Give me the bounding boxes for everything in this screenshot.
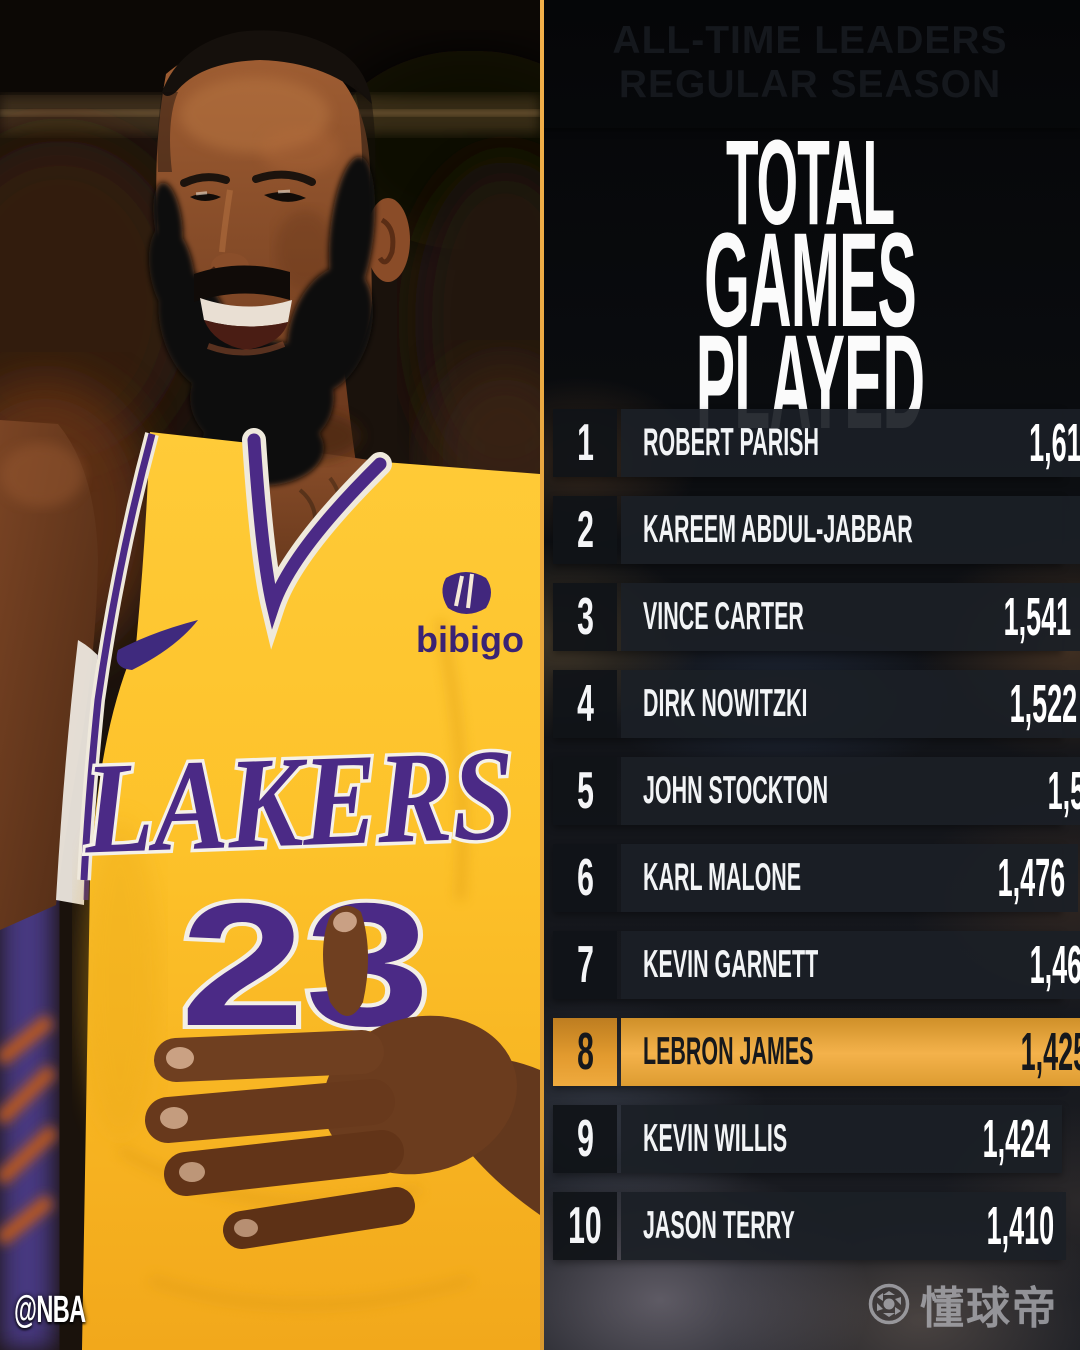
player-hand — [145, 905, 540, 1249]
table-row: 5 JOHN STOCKTON 1,504 — [553, 757, 1080, 825]
games-played-value: 1,424 — [982, 1109, 1050, 1169]
ear — [366, 198, 410, 282]
games-played-value: 1,476 — [998, 848, 1066, 908]
table-row: 3 VINCE CARTER 1,541 — [553, 583, 1080, 651]
player-name: LEBRON JAMES — [643, 1030, 814, 1073]
player-name: VINCE CARTER — [643, 595, 804, 638]
nba-watermark: @NBA — [14, 1289, 86, 1331]
games-played-value: 1,504 — [1047, 761, 1080, 821]
panel-header: ALL-TIME LEADERS REGULAR SEASON — [540, 0, 1080, 128]
table-row: 6 KARL MALONE 1,476 — [553, 844, 1078, 912]
games-played-value: 1,410 — [986, 1196, 1055, 1256]
games-played-value: 1,541 — [1003, 587, 1071, 647]
player-photo: bibigo LAKERS 23 @NBA — [0, 0, 540, 1350]
leaderboard-panel: ALL-TIME LEADERS REGULAR SEASON TOTAL GA… — [540, 0, 1080, 1350]
games-played-value: 1,462 — [1029, 935, 1080, 995]
games-played-value: 1,611 — [1029, 413, 1080, 473]
rank-cell: 5 — [553, 757, 617, 825]
title-line-1: TOTAL — [725, 114, 895, 250]
table-row: 1 ROBERT PARISH 1,611 — [553, 409, 1080, 477]
lebron-james-photo-illustration: bibigo LAKERS 23 — [0, 0, 540, 1350]
player-name: JOHN STOCKTON — [643, 769, 829, 812]
eye-left — [190, 193, 221, 201]
player-name: KEVIN GARNETT — [643, 943, 819, 986]
rank-cell: 10 — [553, 1192, 617, 1260]
dongqiudi-logo-icon — [868, 1283, 910, 1325]
lakers-wordmark: LAKERS — [81, 723, 517, 882]
mouth — [204, 320, 288, 350]
table-row-highlighted-lebron: 8 LEBRON JAMES 1,425 — [553, 1018, 1080, 1086]
rank-cell: 4 — [553, 670, 617, 738]
player-name: ROBERT PARISH — [643, 421, 819, 464]
player-name: JASON TERRY — [643, 1204, 795, 1247]
eye-right — [264, 192, 306, 202]
header-line-1: ALL-TIME LEADERS — [612, 19, 1008, 62]
table-row: 7 KEVIN GARNETT 1,462 — [553, 931, 1080, 999]
rank-cell: 1 — [553, 409, 617, 477]
rank-cell: 6 — [553, 844, 617, 912]
title-line-2: GAMES PLAYED — [695, 206, 925, 457]
player-arm — [0, 420, 98, 930]
table-row: 2 KAREEM ABDUL-JABBAR1,560 — [553, 496, 1080, 564]
table-row: 9 KEVIN WILLIS 1,424 — [553, 1105, 1062, 1173]
rank-cell: 9 — [553, 1105, 617, 1173]
dongqiudi-wordmark: 懂球帝 — [920, 1284, 1058, 1333]
rank-cell: 7 — [553, 931, 617, 999]
table-row: 10 JASON TERRY 1,410 — [553, 1192, 1067, 1260]
header-line-2: REGULAR SEASON — [618, 63, 1002, 106]
games-played-value: 1,522 — [1009, 674, 1078, 734]
rank-cell: 3 — [553, 583, 617, 651]
rank-cell: 2 — [553, 496, 617, 564]
player-name: KEVIN WILLIS — [643, 1117, 788, 1160]
background-blur-object — [0, 850, 59, 1350]
player-name: DIRK NOWITZKI — [643, 682, 808, 725]
hair — [162, 30, 372, 105]
player-name: KAREEM ABDUL-JABBAR — [643, 508, 913, 551]
player-name: KARL MALONE — [643, 856, 802, 899]
bibigo-wordmark: bibigo — [416, 619, 524, 660]
player-head — [148, 30, 410, 486]
leaderboard-list: 1 ROBERT PARISH 1,611 2 KAREEM ABDUL-JABB… — [553, 409, 1080, 1279]
mustache — [194, 265, 290, 302]
teeth — [200, 298, 292, 327]
dongqiudi-watermark: 懂球帝 — [868, 1272, 1058, 1336]
table-row: 4 DIRK NOWITZKI 1,522 — [553, 670, 1080, 738]
rank-cell: 8 — [553, 1018, 617, 1086]
games-played-value: 1,425 — [1020, 1022, 1080, 1082]
bibigo-sponsor-patch: bibigo — [416, 572, 524, 660]
gold-edge-divider — [540, 0, 544, 1350]
nike-swoosh-icon — [116, 620, 198, 670]
page-title: TOTAL GAMES PLAYED — [540, 114, 1080, 457]
